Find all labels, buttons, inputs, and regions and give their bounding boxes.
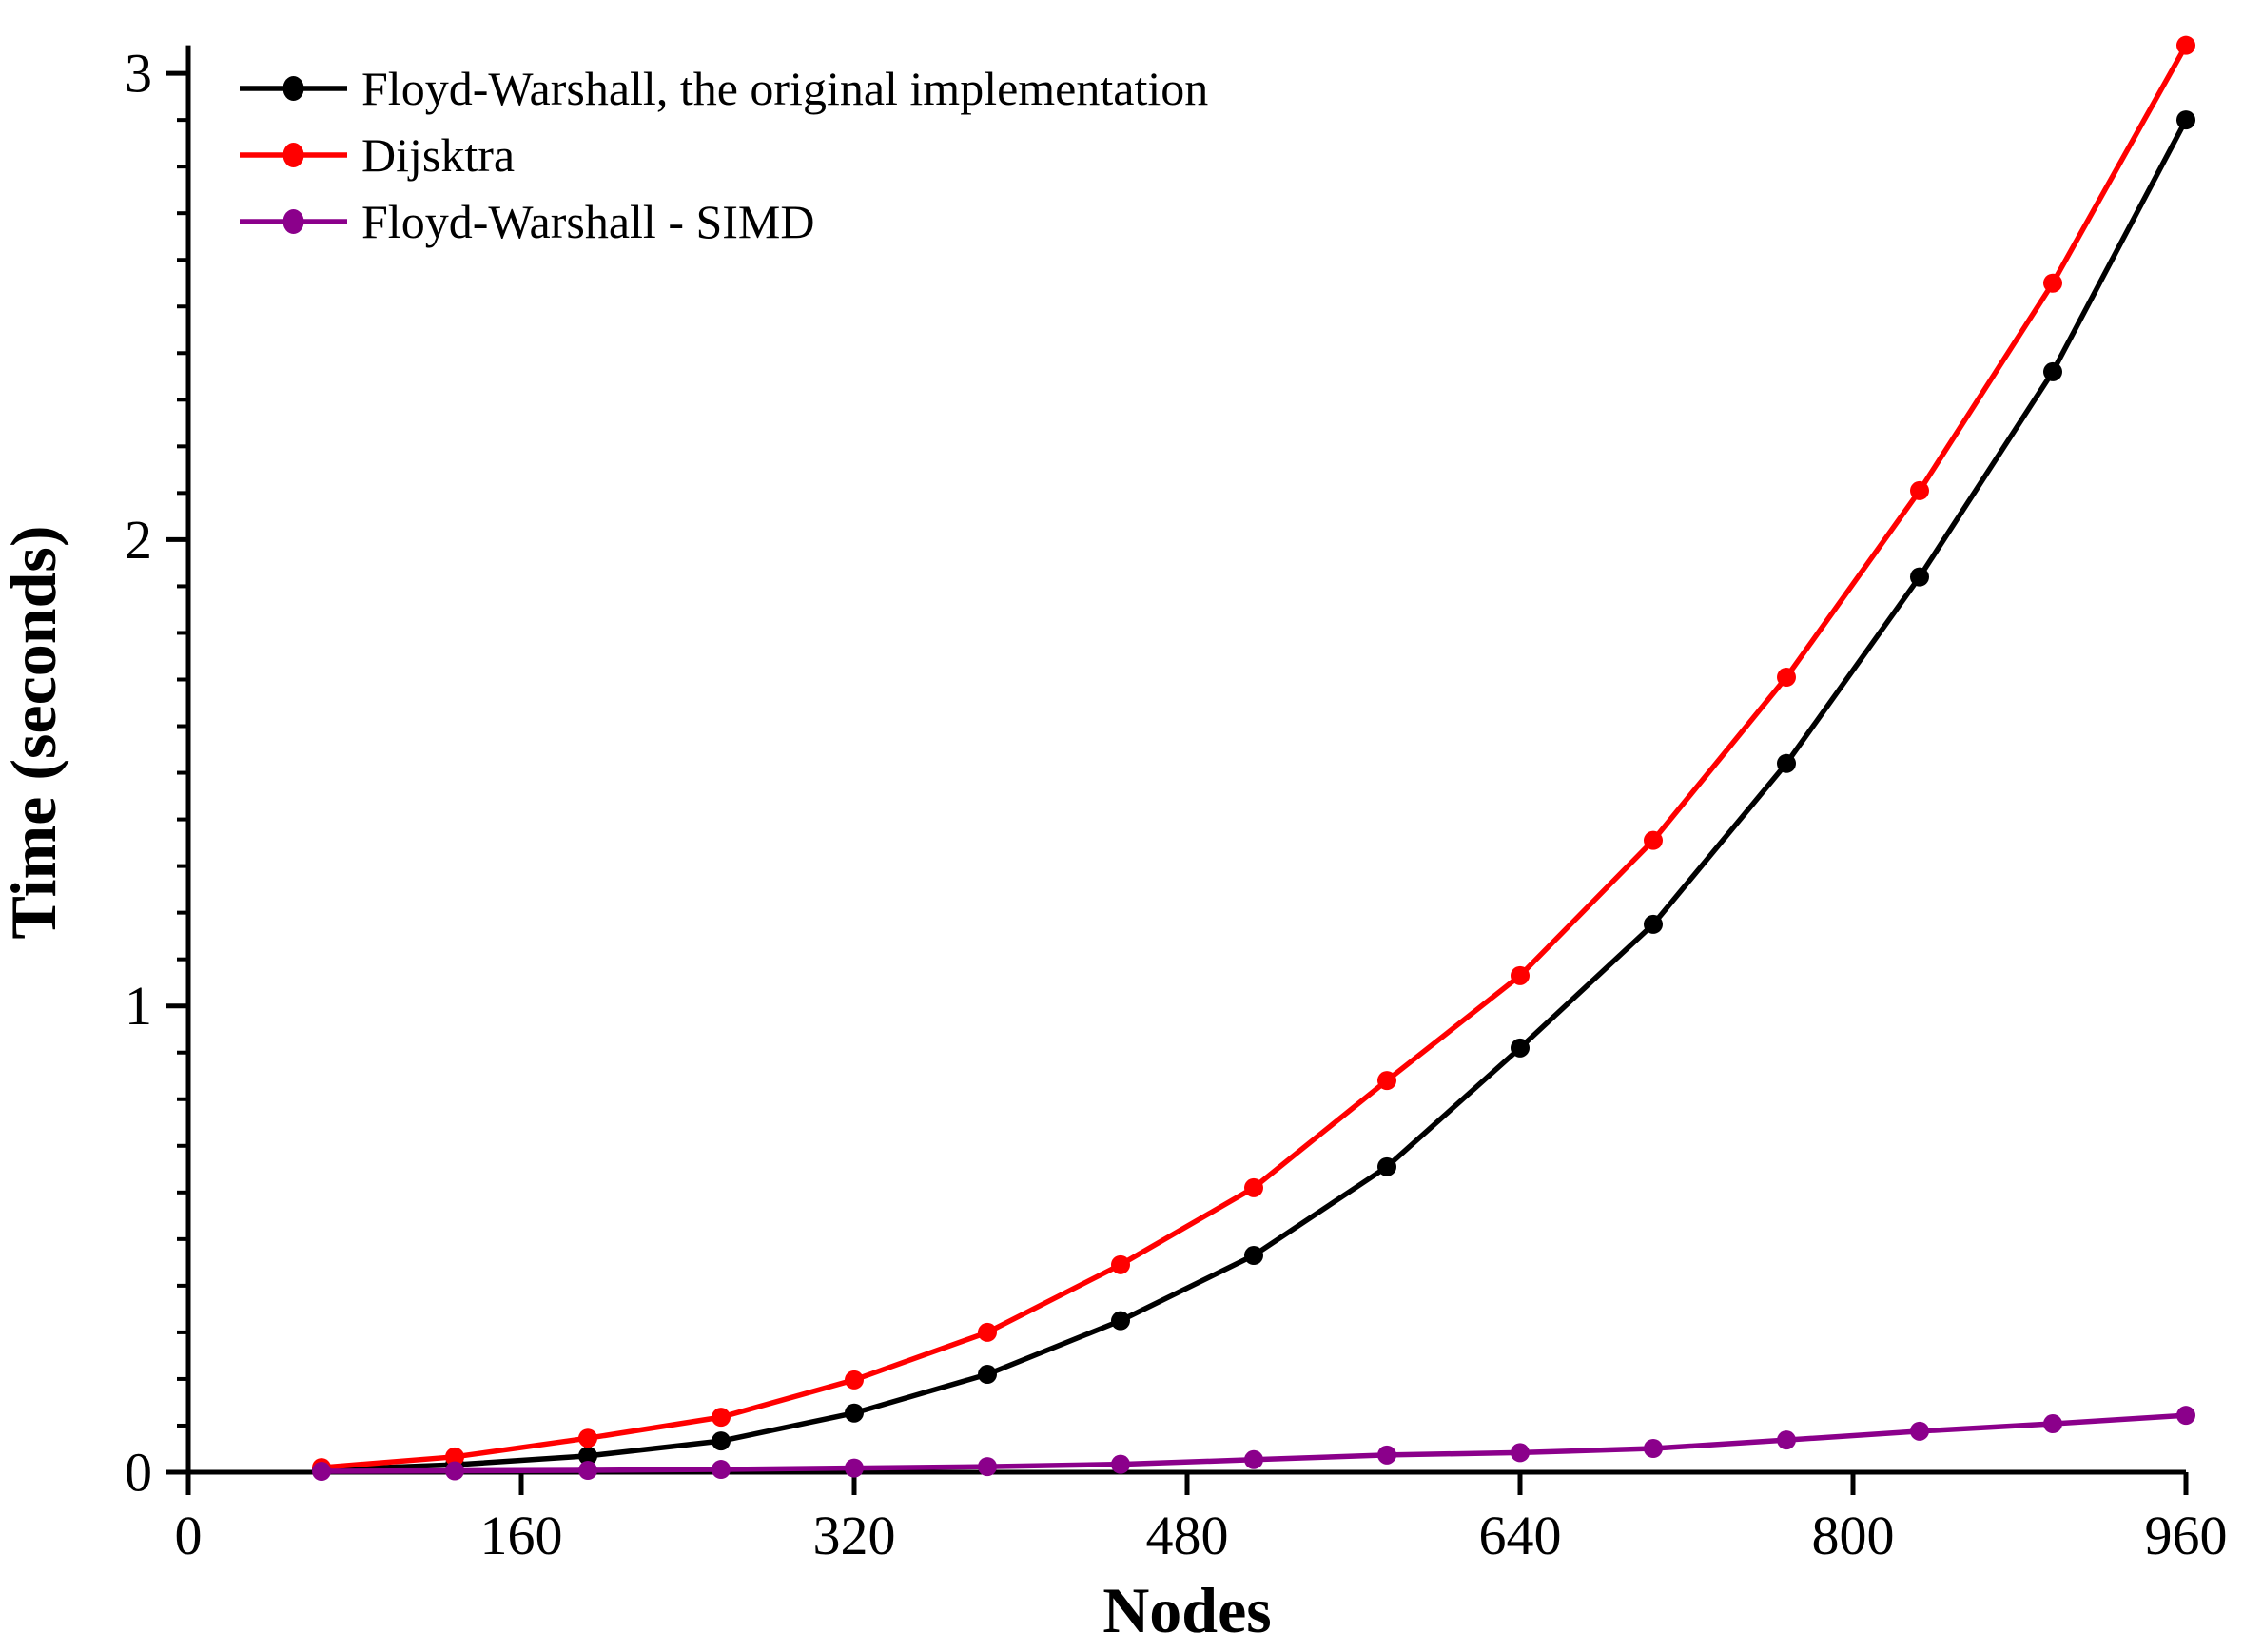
data-point-series-0 [1244,1246,1263,1266]
x-tick-label: 480 [1146,1505,1229,1566]
data-point-series-2 [1111,1454,1130,1474]
x-tick-label: 320 [813,1505,896,1566]
data-point-series-1 [2176,35,2195,55]
y-axis-title: Time (seconds) [0,525,69,939]
data-point-series-2 [1777,1430,1796,1450]
data-point-series-0 [1111,1311,1130,1331]
y-tick-label: 2 [125,509,152,571]
data-point-series-2 [845,1458,864,1478]
legend-swatch-marker [283,76,304,101]
legend-label: Floyd-Warshall - SIMD [361,195,815,248]
data-point-series-0 [2043,361,2062,381]
data-point-series-2 [445,1461,464,1481]
y-tick-label: 3 [125,43,152,105]
data-point-series-1 [2043,273,2062,293]
data-point-series-2 [578,1461,597,1481]
data-point-series-2 [1377,1445,1396,1465]
data-point-series-0 [1377,1156,1396,1176]
x-tick-label: 960 [2145,1505,2228,1566]
data-point-series-1 [1244,1177,1263,1197]
data-point-series-2 [312,1462,331,1482]
data-point-series-1 [1111,1254,1130,1274]
data-point-series-0 [2176,110,2195,130]
x-tick-label: 0 [175,1505,203,1566]
data-point-series-2 [1910,1421,1929,1441]
data-point-series-0 [1644,914,1663,934]
data-point-series-0 [978,1365,997,1385]
data-point-series-2 [1511,1443,1530,1463]
data-point-series-2 [2176,1406,2195,1426]
data-point-series-1 [445,1447,464,1467]
data-point-series-1 [845,1370,864,1390]
data-point-series-1 [1377,1071,1396,1091]
data-point-series-1 [578,1428,597,1448]
data-point-series-2 [1244,1449,1263,1469]
legend-swatch-marker [283,143,304,167]
x-axis-title: Nodes [1102,1574,1272,1646]
data-point-series-1 [1777,668,1796,688]
data-point-series-0 [1511,1038,1530,1058]
axes-frame [185,45,2186,1475]
x-tick-label: 160 [480,1505,563,1566]
data-point-series-0 [712,1431,731,1451]
data-point-series-2 [712,1460,731,1480]
x-tick-label: 800 [1812,1505,1895,1566]
data-point-series-1 [978,1322,997,1342]
series-line-0 [321,118,2189,1473]
y-tick-label: 1 [125,975,152,1037]
legend-label: Dijsktra [361,128,515,182]
data-point-series-0 [1910,567,1929,587]
data-point-series-0 [1777,753,1796,773]
data-point-series-1 [1910,480,1929,500]
data-point-series-1 [712,1408,731,1428]
x-tick-label: 640 [1479,1505,1562,1566]
data-point-series-2 [2043,1414,2062,1434]
data-point-series-1 [1511,965,1530,985]
data-point-series-2 [1644,1438,1663,1458]
legend-label: Floyd-Warshall, the original implementat… [361,62,1208,115]
data-point-series-1 [1644,830,1663,850]
data-point-series-0 [845,1403,864,1423]
data-point-series-2 [978,1457,997,1477]
y-tick-label: 0 [125,1442,152,1504]
data-point-series-0 [578,1446,597,1466]
legend-swatch-marker [283,209,304,234]
